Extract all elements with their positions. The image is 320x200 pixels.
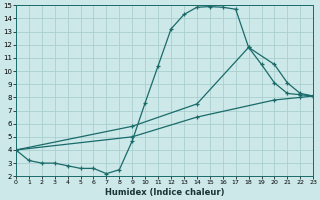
X-axis label: Humidex (Indice chaleur): Humidex (Indice chaleur) [105,188,224,197]
